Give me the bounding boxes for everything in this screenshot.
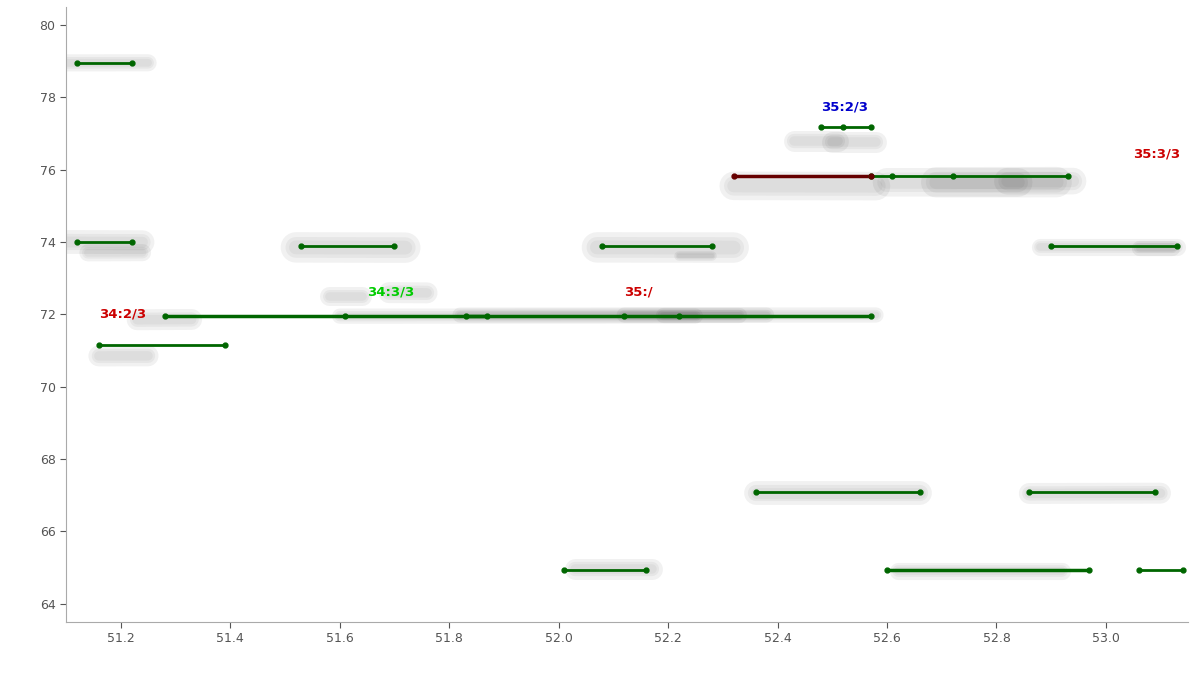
Text: 34:2/3: 34:2/3 (98, 308, 146, 321)
Text: 35:/: 35:/ (624, 285, 653, 298)
Text: 35:3/3: 35:3/3 (1133, 147, 1181, 161)
Text: 34:3/3: 34:3/3 (367, 285, 414, 298)
Text: 35:2/3: 35:2/3 (821, 101, 869, 114)
